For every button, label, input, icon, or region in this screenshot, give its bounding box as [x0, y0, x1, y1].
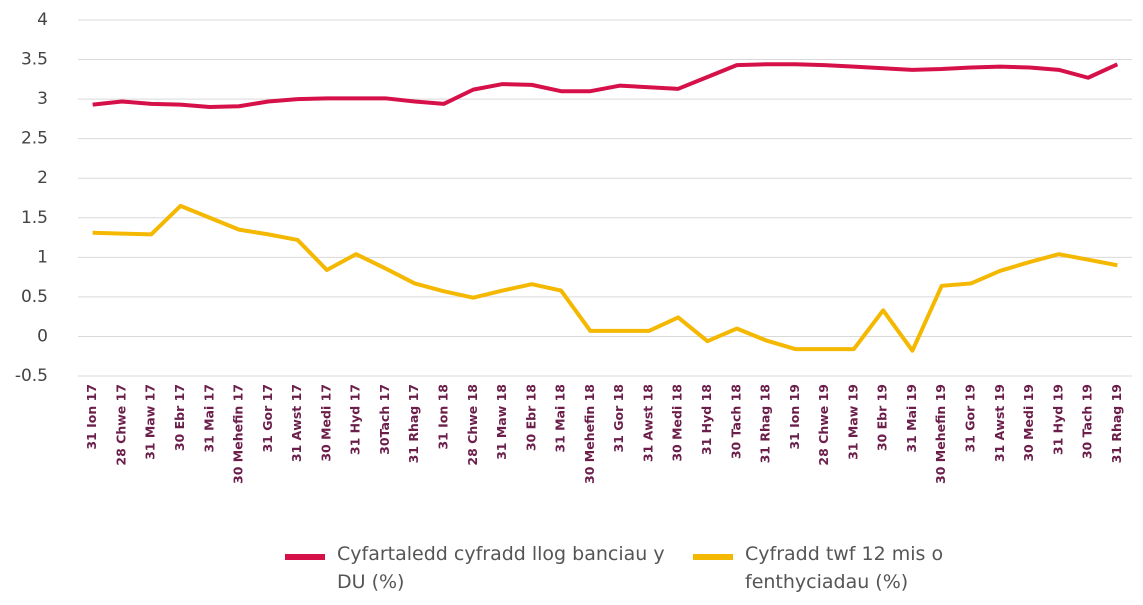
x-tick-label: 30 Tach 18 [728, 384, 743, 459]
x-tick-label: 31 Hyd 18 [699, 384, 714, 455]
y-tick-label: 3.5 [21, 50, 48, 70]
x-tick-label: 30 Medi 19 [1021, 384, 1036, 462]
x-tick-label: 31 Awst 19 [992, 384, 1007, 462]
x-tick-label: 30 Ebr 19 [875, 384, 890, 451]
x-tick-label: 31 Awst 17 [289, 384, 304, 462]
x-tick-label: 31 Mai 18 [553, 384, 568, 453]
x-tick-label: 30 Medi 17 [318, 384, 333, 462]
x-tick-label: 31 Gor 17 [260, 384, 275, 453]
x-tick-label: 31 Maw 17 [143, 384, 158, 460]
legend-item: Cyfradd twf 12 mis o fenthyciadau (%) [693, 540, 985, 596]
x-tick-label: 31 Maw 18 [494, 384, 509, 460]
legend-label: Cyfartaledd cyfradd llog banciau y DU (%… [337, 543, 665, 593]
x-tick-label: 31 Hyd 19 [1050, 384, 1065, 455]
x-tick-label: 28 Chwe 17 [113, 384, 128, 466]
x-tick-label: 30 Ebr 17 [172, 384, 187, 451]
legend-label: Cyfradd twf 12 mis o fenthyciadau (%) [745, 543, 944, 593]
x-tick-label: 30Tach 17 [377, 384, 392, 455]
x-tick-label: 31 Ion 17 [84, 384, 99, 450]
x-tick-label: 31 Gor 18 [611, 384, 626, 453]
x-tick-label: 31 Maw 19 [845, 384, 860, 460]
y-tick-label: 3 [37, 89, 48, 109]
x-tick-label: 31 Mai 17 [201, 384, 216, 453]
series-line [92, 62, 1119, 110]
y-tick-label: 1 [37, 247, 48, 267]
legend-item: Cyfartaledd cyfradd llog banciau y DU (%… [285, 540, 667, 596]
x-tick-label: 31 Ion 18 [435, 384, 450, 450]
y-tick-label: 2.5 [21, 129, 48, 149]
x-tick-label: 28 Chwe 19 [816, 384, 831, 466]
series-line [92, 203, 1118, 353]
x-tick-label: 31 Gor 19 [962, 384, 977, 453]
y-tick-label: 0 [37, 326, 48, 346]
x-tick-label: 31 Rhag 18 [758, 384, 773, 463]
legend-swatch [285, 554, 325, 560]
x-tick-label: 31 Ion 19 [787, 384, 802, 450]
y-tick-label: 0.5 [21, 287, 48, 307]
x-tick-label: 30 Mehefin 19 [933, 384, 948, 484]
y-tick-label: 2 [37, 168, 48, 188]
x-tick-label: 31 Hyd 17 [348, 384, 363, 455]
x-tick-label: 31 Awst 18 [640, 384, 655, 462]
x-tick-label: 30 Ebr 18 [523, 384, 538, 451]
y-tick-label: -0.5 [15, 366, 48, 386]
x-tick-label: 28 Chwe 18 [465, 384, 480, 466]
x-tick-label: 30 Mehefin 17 [231, 384, 246, 484]
x-tick-label: 30 Medi 18 [670, 384, 685, 462]
x-tick-label: 30 Tach 19 [1080, 384, 1095, 459]
legend-swatch [693, 554, 733, 560]
y-tick-label: 1.5 [21, 208, 48, 228]
y-tick-label: 4 [37, 10, 48, 30]
x-tick-label: 31 Rhag 19 [1109, 384, 1124, 463]
x-tick-label: 31 Rhag 17 [406, 384, 421, 463]
chart: -0.5 0 0.5 1 1.5 2 2.5 3 3.5 4 31 Ion 17 28 Chwe 17… [15, 10, 1132, 484]
x-tick-label: 31 Mai 19 [904, 384, 919, 453]
x-tick-label: 30 Mehefin 18 [582, 384, 597, 484]
